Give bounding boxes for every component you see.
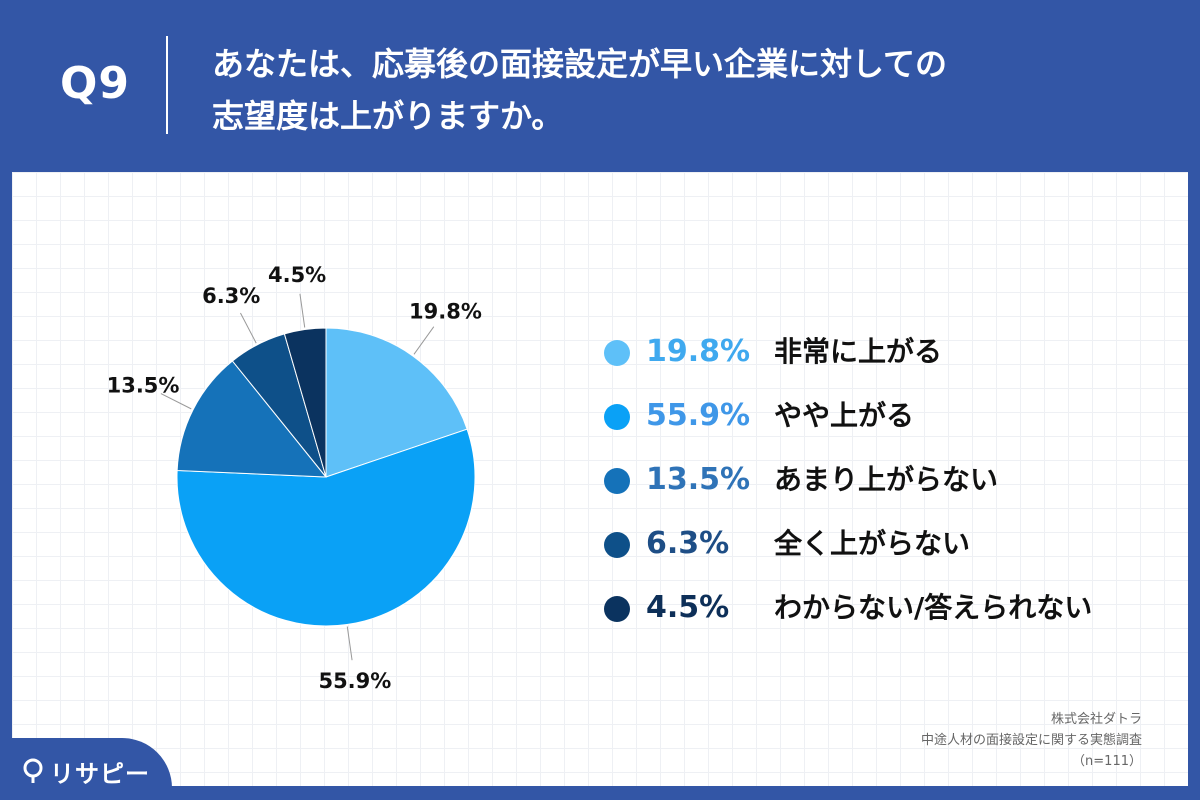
legend-item-0: 19.8% 非常に上がる bbox=[604, 332, 1164, 372]
data-label-3: 6.3% bbox=[202, 284, 260, 308]
legend-item-4: 4.5% わからない/答えられない bbox=[604, 588, 1164, 628]
pie-slice-0 bbox=[325, 327, 468, 478]
legend-percent-1: 55.9% bbox=[646, 398, 751, 433]
leader-line-2 bbox=[160, 393, 192, 410]
leader-line-3 bbox=[240, 312, 257, 344]
legend-dot-4 bbox=[604, 596, 630, 622]
pie-slice-2 bbox=[176, 360, 328, 478]
legend-percent-0: 19.8% bbox=[646, 334, 751, 369]
legend-item-1: 55.9% やや上がる bbox=[604, 396, 1164, 436]
legend-label-3: 全く上がらない bbox=[774, 527, 971, 560]
legend-label-2: あまり上がらない bbox=[774, 463, 999, 496]
source-note: 株式会社ダトラ 中途人材の面接設定に関する実態調査 （n=111） bbox=[921, 709, 1142, 772]
source-company: 株式会社ダトラ bbox=[1050, 712, 1142, 727]
legend-dot-1 bbox=[604, 404, 630, 430]
legend-label-4: わからない/答えられない bbox=[774, 591, 1093, 624]
pie-slice-4 bbox=[283, 327, 327, 478]
leader-line-1 bbox=[346, 626, 353, 661]
leader-line-4 bbox=[299, 293, 306, 328]
source-survey: 中途人材の面接設定に関する実態調査 bbox=[920, 733, 1142, 748]
question-title: あなたは、応募後の面接設定が早い企業に対しての 志望度は上がりますか。 bbox=[212, 38, 1112, 142]
leader-line-0 bbox=[413, 326, 435, 355]
legend-label-1: やや上がる bbox=[774, 399, 915, 432]
legend-percent-3: 6.3% bbox=[646, 526, 730, 561]
pie-slice-1 bbox=[176, 428, 476, 627]
pin-icon bbox=[23, 758, 43, 783]
chart-panel: 19.8% 55.9% 13.5% 6.3% 4.5% 19.8% 非常に上がる 55.9%… bbox=[12, 172, 1188, 786]
data-label-0: 19.8% bbox=[409, 299, 482, 323]
question-line-2: 志望度は上がりますか。 bbox=[212, 97, 564, 135]
legend-dot-3 bbox=[604, 532, 630, 558]
legend-percent-2: 13.5% bbox=[646, 462, 751, 497]
legend-dot-2 bbox=[604, 468, 630, 494]
data-label-4: 4.5% bbox=[268, 263, 326, 287]
legend-percent-4: 4.5% bbox=[646, 590, 730, 625]
header-banner: Q9 あなたは、応募後の面接設定が早い企業に対しての 志望度は上がりますか。 bbox=[0, 0, 1200, 170]
legend-item-2: 13.5% あまり上がらない bbox=[604, 460, 1164, 500]
legend-label-0: 非常に上がる bbox=[774, 335, 943, 368]
legend-item-3: 6.3% 全く上がらない bbox=[604, 524, 1164, 564]
brand-name: リサピー bbox=[50, 760, 150, 788]
pie-chart: 19.8% 55.9% 13.5% 6.3% 4.5% bbox=[107, 263, 482, 693]
question-number: Q9 bbox=[60, 58, 131, 109]
question-line-1: あなたは、応募後の面接設定が早い企業に対しての bbox=[212, 45, 948, 83]
data-label-1: 55.9% bbox=[318, 669, 391, 693]
brand-logo: リサピー bbox=[0, 738, 172, 800]
header-divider bbox=[166, 36, 168, 134]
legend-dot-0 bbox=[604, 340, 630, 366]
source-sample: （n=111） bbox=[1072, 754, 1142, 769]
data-label-2: 13.5% bbox=[107, 374, 180, 398]
